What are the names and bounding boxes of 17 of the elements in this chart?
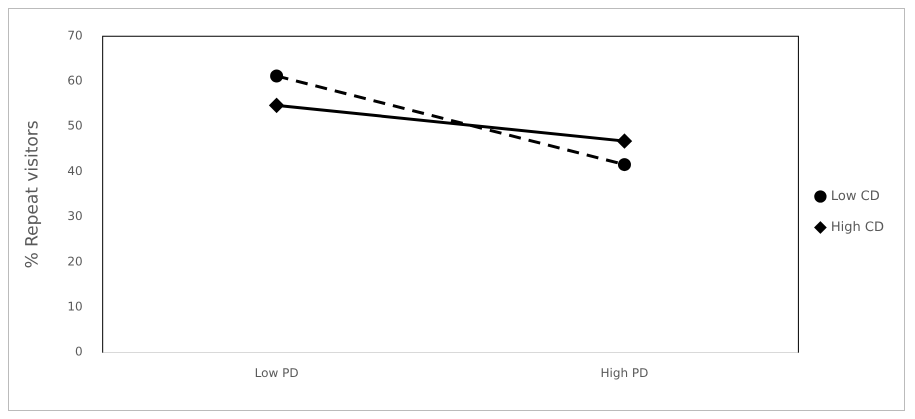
y-tick-label: 60 xyxy=(67,74,83,88)
y-tick-label: 20 xyxy=(67,254,83,268)
x-tick-label: Low PD xyxy=(254,366,299,380)
y-tick-label: 70 xyxy=(67,28,83,42)
y-tick-label: 0 xyxy=(75,344,83,359)
y-tick-label: 50 xyxy=(67,118,83,133)
point xyxy=(269,98,284,113)
y-tick-label: 10 xyxy=(67,300,83,314)
point xyxy=(616,134,632,149)
y-tick-label: 40 xyxy=(67,164,83,178)
y-tick-label: 30 xyxy=(67,209,83,224)
point xyxy=(270,69,284,82)
point xyxy=(618,158,631,172)
legend-label: Low CD xyxy=(830,188,880,204)
y-axis-title: % Repeat visitors xyxy=(22,120,43,268)
legend-label: High CD xyxy=(830,220,884,235)
x-tick-label: High PD xyxy=(600,366,648,380)
